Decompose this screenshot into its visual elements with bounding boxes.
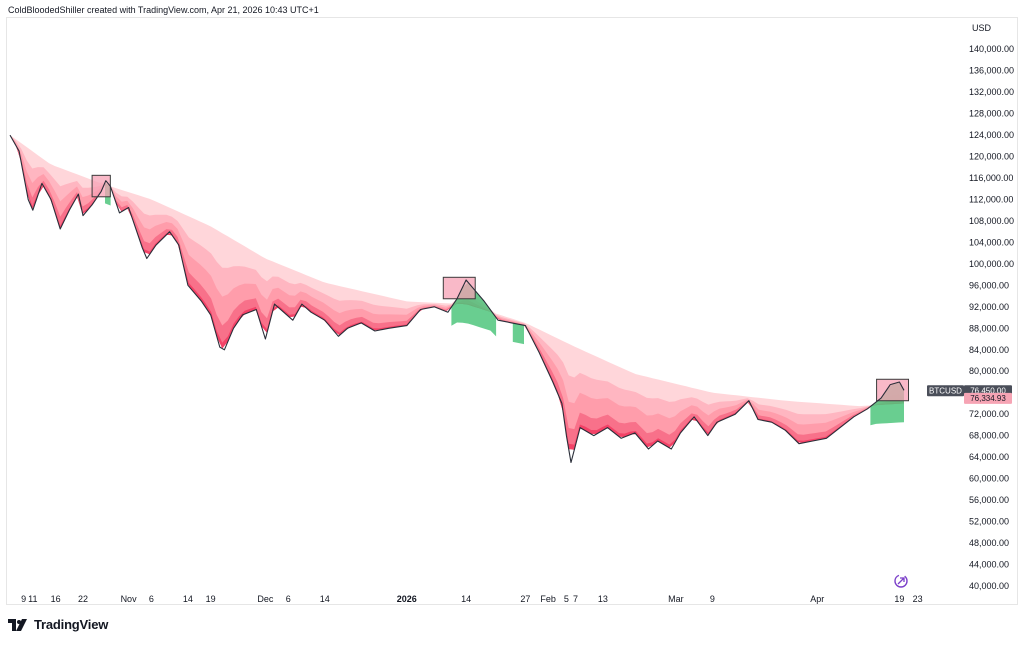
x-tick-label: 9 (710, 594, 715, 604)
y-tick-label: 140,000.00 (969, 44, 1014, 54)
x-tick-label: 27 (520, 594, 530, 604)
y-tick-label: 88,000.00 (969, 323, 1009, 333)
y-tick-label: 100,000.00 (969, 259, 1014, 269)
x-tick-label: Nov (121, 594, 138, 604)
x-tick-label: 23 (913, 594, 923, 604)
y-tick-label: 104,000.00 (969, 237, 1014, 247)
x-tick-label: 6 (286, 594, 291, 604)
symbol-tag-bg (927, 385, 964, 397)
x-tick-label: 2026 (397, 594, 417, 604)
y-tick-label: 56,000.00 (969, 495, 1009, 505)
band-price-tag: 76,334.93 (970, 394, 1006, 403)
tradingview-logo-text: TradingView (34, 617, 109, 632)
y-tick-label: 108,000.00 (969, 216, 1014, 226)
x-tick-label: Mar (668, 594, 684, 604)
x-tick-label: 14 (320, 594, 330, 604)
x-tick-label: 11 (28, 594, 37, 604)
x-tick-label: Feb (540, 594, 556, 604)
y-tick-label: 84,000.00 (969, 345, 1009, 355)
last-price-tag: 76,450.00 (970, 386, 1006, 395)
y-tick-label: 52,000.00 (969, 516, 1009, 526)
band-layer-green (512, 323, 524, 345)
y-tick-label: 80,000.00 (969, 366, 1009, 376)
highlight-box-1[interactable] (91, 174, 111, 198)
y-tick-label: 96,000.00 (969, 280, 1009, 290)
y-tick-label: 44,000.00 (969, 559, 1009, 569)
y-tick-label: 112,000.00 (969, 194, 1013, 204)
x-tick-label: 14 (461, 594, 471, 604)
x-tick-label: 7 (573, 594, 578, 604)
chart-frame[interactable] (6, 17, 1018, 605)
y-tick-label: 136,000.00 (969, 66, 1014, 76)
x-tick-label: 19 (894, 594, 904, 604)
tradingview-reload-icon[interactable] (894, 574, 908, 588)
x-tick-label: Apr (810, 594, 824, 604)
x-tick-label: 22 (78, 594, 88, 604)
x-tick-label: 19 (206, 594, 216, 604)
y-tick-label: 40,000.00 (969, 581, 1009, 591)
y-tick-label: 72,000.00 (969, 409, 1009, 419)
reload-icon-ring (894, 574, 908, 588)
currency-label: USD (972, 23, 992, 33)
x-tick-label: 5 (564, 594, 569, 604)
x-tick-label: 16 (51, 594, 61, 604)
y-tick-label: 128,000.00 (969, 109, 1014, 119)
y-tick-label: 68,000.00 (969, 431, 1009, 441)
tradingview-logo[interactable]: TradingView (8, 617, 108, 632)
y-tick-label: 120,000.00 (969, 152, 1014, 162)
band-price-tag-bg (964, 392, 1012, 404)
chart-credit: ColdBloodedShiller created with TradingV… (8, 5, 319, 15)
x-tick-label: 9 (21, 594, 26, 604)
tradingview-logo-icon (8, 618, 27, 631)
reload-icon-arrow (897, 577, 905, 585)
symbol-tag: BTCUSD (929, 386, 962, 395)
y-tick-label: 48,000.00 (969, 538, 1009, 548)
y-tick-label: 64,000.00 (969, 452, 1009, 462)
y-tick-label: 92,000.00 (969, 302, 1009, 312)
y-tick-label: 124,000.00 (969, 130, 1014, 140)
x-tick-label: 14 (183, 594, 193, 604)
y-tick-label: 60,000.00 (969, 474, 1009, 484)
y-tick-label: 132,000.00 (969, 87, 1014, 97)
highlight-box-2[interactable] (442, 276, 476, 300)
y-tick-label: 116,000.00 (969, 173, 1013, 183)
x-tick-label: Dec (257, 594, 274, 604)
band-layer-2 (10, 135, 904, 450)
x-tick-label: 6 (149, 594, 154, 604)
price-line[interactable] (9, 134, 905, 464)
x-tick-label: 13 (598, 594, 608, 604)
